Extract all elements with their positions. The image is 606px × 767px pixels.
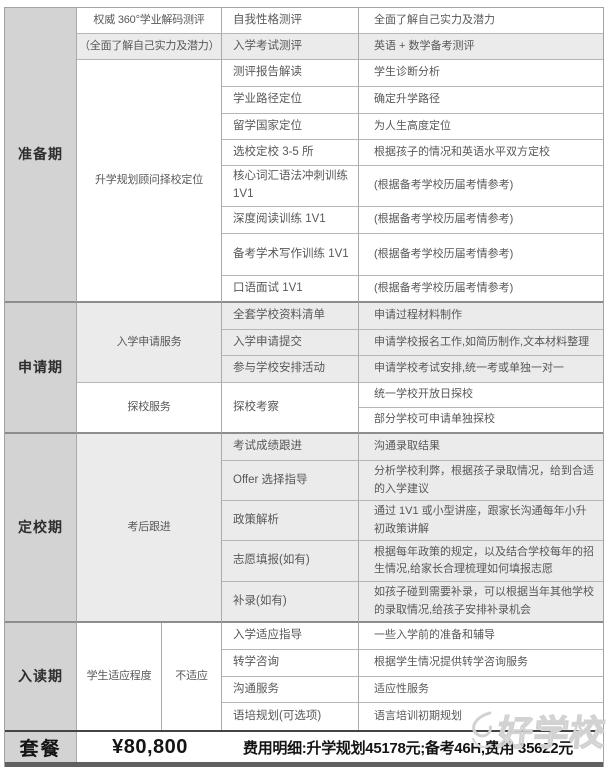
phase-cell-enrollment: 入读期 (5, 623, 77, 730)
item-cell: 核心词汇语法冲刺训练 1V1 (222, 166, 359, 207)
desc-cell: 全面了解自己实力及潜力 (359, 8, 603, 34)
item-cell: Offer 选择指导 (222, 461, 359, 501)
desc-cell: 申请过程材料制作 (359, 303, 603, 330)
item-cell: 志愿填报(如有) (222, 541, 359, 582)
desc-sub-row: 部分学校可申请单独探校 (374, 413, 495, 426)
category-followup: 考后跟进 (77, 434, 222, 623)
item-cell: 沟通服务 (222, 677, 359, 703)
desc-cell: 确定升学路径 (359, 87, 603, 114)
item-cell: 测评报告解读 (222, 60, 359, 87)
item-cell: 自我性格测评 (222, 8, 359, 34)
desc-cell: 分析学校利弊，根据孩子录取情况，给到合适的入学建议 (359, 461, 603, 501)
service-package-table: 准备期 申请期 定校期 入读期 权威 360°学业解码测评 （全面了解自己实力及… (4, 7, 604, 767)
phase-cell-application: 申请期 (5, 303, 77, 434)
item-cell: 转学咨询 (222, 650, 359, 677)
desc-cell-split: 统一学校开放日探校 部分学校可申请单独探校 (359, 383, 603, 434)
desc-cell: (根据备考学校历届考情参考) (359, 207, 603, 234)
item-cell: 选校定校 3-5 所 (222, 140, 359, 166)
item-cell: 入学申请提交 (222, 330, 359, 356)
desc-cell: 英语 + 数学备考测评 (359, 34, 603, 60)
item-cell: 留学国家定位 (222, 114, 359, 140)
desc-cell: 根据孩子的情况和英语水平双方定校 (359, 140, 603, 166)
item-cell: 全套学校资料清单 (222, 303, 359, 330)
phase-cell-preparation: 准备期 (5, 8, 77, 303)
desc-cell: (根据备考学校历届考情参考) (359, 276, 603, 303)
desc-sub-row: 统一学校开放日探校 (359, 383, 603, 408)
item-cell: 学业路径定位 (222, 87, 359, 114)
category-adaptation: 学生适应程度 (77, 623, 162, 730)
desc-cell: 适应性服务 (359, 677, 603, 703)
desc-cell: 学生诊断分析 (359, 60, 603, 87)
desc-cell: 申请学校考试安排,统一考或单独一对一 (359, 356, 603, 383)
category-planning: 升学规划顾问择校定位 (77, 60, 222, 303)
item-cell: 语培规划(可选项) (222, 703, 359, 730)
desc-cell: 根据学生情况提供转学咨询服务 (359, 650, 603, 677)
desc-cell: 通过 1V1 或小型讲座，跟家长沟通每年小升初政策讲解 (359, 501, 603, 541)
desc-cell: 语言培训初期规划 (359, 703, 603, 730)
category-application-service: 入学申请服务 (77, 303, 222, 383)
item-cell: 深度阅读训练 1V1 (222, 207, 359, 234)
item-cell: 政策解析 (222, 501, 359, 541)
item-cell: 入学适应指导 (222, 623, 359, 650)
desc-cell: (根据备考学校历届考情参考) (359, 166, 603, 207)
package-footer-row: 套餐 ¥80,800 费用明细:升学规划45178元;备考46H,费用 3562… (5, 730, 603, 767)
category-not-adapted: 不适应 (162, 623, 222, 730)
phase-cell-confirmation: 定校期 (5, 434, 77, 623)
package-price: ¥80,800 (112, 735, 188, 758)
desc-cell: 为人生高度定位 (359, 114, 603, 140)
desc-cell: 沟通录取结果 (359, 434, 603, 461)
desc-cell: 一些入学前的准备和辅导 (359, 623, 603, 650)
package-label: 套餐 (5, 732, 77, 762)
category-assessment-subtitle: （全面了解自己实力及潜力） (77, 34, 222, 60)
package-cost-detail: 费用明细:升学规划45178元;备考46H,费用 35622元 (243, 739, 573, 757)
item-cell: 参与学校安排活动 (222, 356, 359, 383)
service-table-grid: 准备期 申请期 定校期 入读期 权威 360°学业解码测评 （全面了解自己实力及… (5, 8, 603, 730)
desc-cell: 申请学校报名工作,如简历制作,文本材料整理 (359, 330, 603, 356)
item-cell: 考试成绩跟进 (222, 434, 359, 461)
item-cell: 入学考试测评 (222, 34, 359, 60)
category-assessment-title: 权威 360°学业解码测评 (77, 8, 222, 34)
item-cell: 口语面试 1V1 (222, 276, 359, 303)
item-cell: 补录(如有) (222, 582, 359, 623)
item-cell: 备考学术写作训练 1V1 (222, 234, 359, 276)
desc-cell: 根据每年政策的规定，以及结合学校每年的招生情况,给家长合理梳理如何填报志愿 (359, 541, 603, 582)
item-cell: 探校考察 (222, 383, 359, 434)
category-school-visit: 探校服务 (77, 383, 222, 434)
desc-cell: 如孩子碰到需要补录，可以根据当年其他学校的录取情况,给孩子安排补录机会 (359, 582, 603, 623)
desc-cell: (根据备考学校历届考情参考) (359, 234, 603, 276)
